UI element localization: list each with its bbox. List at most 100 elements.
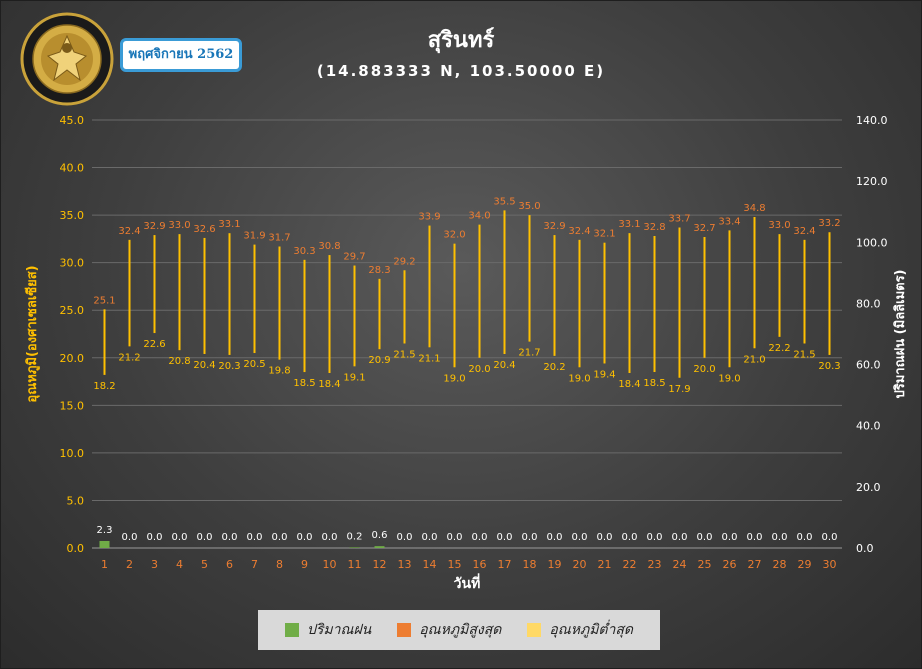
min-temp-label: 20.5: [243, 359, 265, 370]
rain-value-label: 0.0: [572, 532, 588, 543]
rain-value-label: 0.0: [297, 532, 313, 543]
max-temp-label: 28.3: [368, 265, 390, 276]
rain-value-label: 0.0: [222, 532, 238, 543]
min-temp-label: 21.5: [393, 350, 415, 361]
min-temp-label: 19.0: [443, 373, 465, 384]
legend-label-max-temp: อุณหภูมิสูงสุด: [419, 622, 502, 638]
max-temp-label: 29.2: [393, 256, 415, 267]
legend-label-rain: ปริมาณฝน: [306, 622, 372, 638]
max-temp-label: 33.9: [418, 212, 440, 223]
max-temp-label: 33.4: [718, 216, 740, 227]
min-temp-label: 20.4: [493, 360, 515, 371]
min-temp-label: 21.7: [518, 348, 540, 359]
max-temp-label: 35.0: [518, 201, 540, 212]
rain-value-label: 0.0: [597, 532, 613, 543]
x-tick-label: 30: [823, 558, 837, 571]
rain-value-label: 0.0: [622, 532, 638, 543]
x-tick-label: 14: [423, 558, 437, 571]
y-left-tick-label: 40.0: [60, 162, 85, 175]
rain-value-label: 0.0: [147, 532, 163, 543]
rain-value-label: 0.6: [372, 530, 388, 541]
max-temp-label: 32.9: [143, 221, 165, 232]
max-temp-label: 32.9: [543, 221, 565, 232]
x-tick-label: 10: [323, 558, 337, 571]
rain-bar: [99, 540, 110, 548]
legend-swatch-max-temp: [397, 623, 412, 637]
rain-value-label: 0.0: [397, 532, 413, 543]
rain-value-label: 0.0: [547, 532, 563, 543]
max-temp-label: 30.8: [318, 241, 340, 252]
max-temp-label: 32.1: [593, 229, 615, 240]
y-left-tick-label: 0.0: [67, 542, 85, 555]
rain-value-label: 0.0: [822, 532, 838, 543]
rain-value-label: 0.0: [772, 532, 788, 543]
max-temp-label: 33.0: [768, 220, 790, 231]
max-temp-label: 33.1: [218, 219, 240, 230]
rain-value-label: 0.0: [497, 532, 513, 543]
max-temp-label: 32.4: [793, 226, 815, 237]
max-temp-label: 25.1: [93, 295, 115, 306]
y-right-tick-label: 0.0: [856, 542, 874, 555]
y-left-tick-label: 15.0: [60, 399, 85, 412]
legend-item-max-temp: อุณหภูมิสูงสุด: [397, 619, 501, 641]
x-tick-label: 13: [398, 558, 412, 571]
max-temp-label: 33.2: [818, 218, 840, 229]
legend-item-rain: ปริมาณฝน: [284, 619, 372, 641]
rain-value-label: 0.0: [747, 532, 763, 543]
y-right-tick-label: 60.0: [856, 359, 881, 372]
y-left-tick-label: 25.0: [60, 304, 85, 317]
min-temp-label: 19.0: [568, 373, 590, 384]
max-temp-label: 32.6: [193, 224, 215, 235]
min-temp-label: 20.0: [693, 364, 715, 375]
max-temp-label: 29.7: [343, 252, 365, 263]
rain-value-label: 0.0: [647, 532, 663, 543]
x-tick-label: 21: [598, 558, 612, 571]
y-right-tick-label: 120.0: [856, 175, 888, 188]
max-temp-label: 33.0: [168, 220, 190, 231]
x-tick-label: 3: [151, 558, 158, 571]
rain-value-label: 0.0: [197, 532, 213, 543]
rain-bar: [374, 546, 385, 548]
max-temp-label: 34.8: [743, 203, 765, 214]
min-temp-label: 19.0: [718, 373, 740, 384]
x-tick-label: 24: [673, 558, 687, 571]
legend-label-min-temp: อุณหภูมิต่ำสุด: [549, 622, 634, 638]
x-tick-label: 23: [648, 558, 662, 571]
min-temp-label: 20.8: [168, 356, 190, 367]
y-right-tick-label: 100.0: [856, 236, 888, 249]
max-temp-label: 32.7: [693, 223, 715, 234]
y-left-tick-label: 30.0: [60, 257, 85, 270]
rain-value-label: 2.3: [97, 525, 113, 536]
x-tick-label: 22: [623, 558, 637, 571]
min-temp-label: 18.4: [618, 379, 640, 390]
min-temp-label: 20.9: [368, 355, 390, 366]
min-temp-label: 20.3: [818, 361, 840, 372]
x-tick-label: 19: [548, 558, 562, 571]
meteorological-department-logo: [20, 12, 114, 106]
max-temp-label: 33.7: [668, 213, 690, 224]
legend-item-min-temp: อุณหภูมิต่ำสุด: [527, 619, 633, 641]
month-badge: พฤศจิกายน 2562: [120, 38, 242, 72]
x-tick-label: 17: [498, 558, 512, 571]
min-temp-label: 20.0: [468, 364, 490, 375]
rain-value-label: 0.0: [522, 532, 538, 543]
x-axis-title: วันที่: [454, 573, 481, 592]
min-temp-label: 21.5: [793, 350, 815, 361]
y-right-tick-label: 140.0: [856, 114, 888, 127]
x-tick-label: 25: [698, 558, 712, 571]
legend-swatch-rain: [284, 623, 299, 637]
y-left-axis-title: อุณหภูมิ(องศาเซลเซียส): [24, 265, 40, 402]
x-tick-label: 28: [773, 558, 787, 571]
min-temp-label: 20.3: [218, 361, 240, 372]
y-left-tick-label: 20.0: [60, 352, 85, 365]
x-tick-label: 7: [251, 558, 258, 571]
min-temp-label: 18.5: [643, 378, 665, 389]
min-temp-label: 17.9: [668, 384, 690, 395]
rain-value-label: 0.0: [697, 532, 713, 543]
x-tick-label: 26: [723, 558, 737, 571]
min-temp-label: 18.2: [93, 381, 115, 392]
max-temp-label: 33.1: [618, 219, 640, 230]
min-temp-label: 21.0: [743, 354, 765, 365]
rain-value-label: 0.0: [247, 532, 263, 543]
y-left-tick-label: 5.0: [67, 494, 85, 507]
